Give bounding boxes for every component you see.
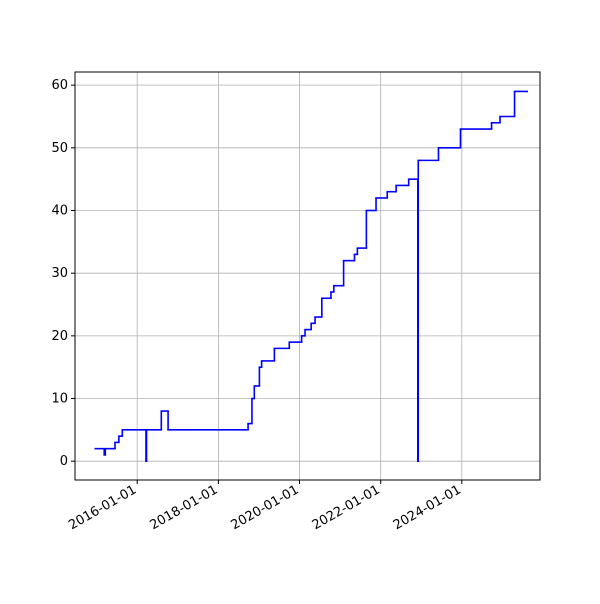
plot-frame xyxy=(74,71,541,481)
y-tick-label: 20 xyxy=(51,329,68,344)
y-tick-label: 60 xyxy=(51,78,68,93)
y-tick-label: 50 xyxy=(51,141,68,156)
y-tick-label: 40 xyxy=(51,204,68,219)
y-tick-label: 0 xyxy=(60,454,68,469)
y-tick-label: 30 xyxy=(51,266,68,281)
y-tick-label: 10 xyxy=(51,392,68,407)
